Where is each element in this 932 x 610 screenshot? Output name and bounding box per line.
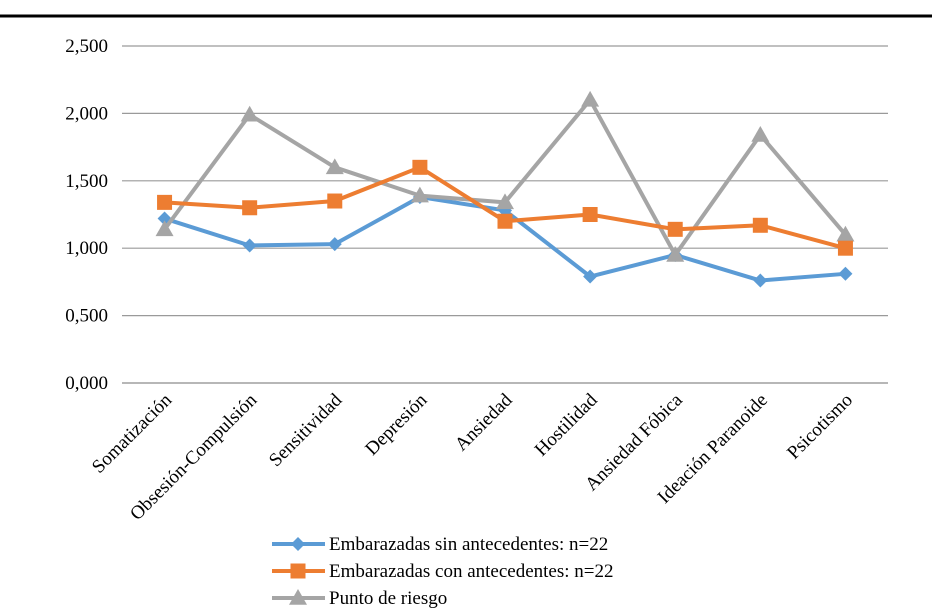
y-tick-label: 2,500 <box>65 36 108 57</box>
data-point <box>497 213 513 229</box>
data-point <box>325 158 344 175</box>
data-point <box>581 90 600 107</box>
x-tick-label: Psicotismo <box>783 390 857 464</box>
series-2 <box>157 159 853 256</box>
data-point <box>838 266 853 281</box>
data-point <box>242 238 257 253</box>
legend-marker <box>290 563 306 579</box>
y-tick-label: 1,500 <box>65 171 108 192</box>
data-point <box>582 207 598 222</box>
x-tick-label: Somatización <box>88 389 176 477</box>
legend-item: Embarazadas sin antecedentes: n=22 <box>272 534 608 555</box>
x-tick-label: Ansiedad <box>451 389 517 455</box>
data-point <box>240 105 259 122</box>
legend-item: Embarazadas con antecedentes: n=22 <box>272 561 614 582</box>
data-point <box>412 159 428 175</box>
data-point <box>666 245 685 262</box>
y-tick-label: 2,000 <box>65 103 108 124</box>
data-point <box>753 273 768 288</box>
data-point <box>583 269 598 284</box>
data-point <box>751 125 770 142</box>
legend: Embarazadas sin antecedentes: n=22 Embara… <box>272 534 614 609</box>
y-tick-label: 0,500 <box>65 306 108 327</box>
legend-label: Embarazadas con antecedentes: n=22 <box>329 561 614 582</box>
x-tick-label: Depresión <box>361 389 431 459</box>
legend-marker <box>289 589 307 605</box>
data-point <box>837 240 853 256</box>
series-line <box>162 97 847 257</box>
y-tick-label: 1,000 <box>65 238 108 259</box>
legend-label: Embarazadas sin antecedentes: n=22 <box>329 534 608 555</box>
data-point <box>242 200 258 216</box>
data-point <box>836 225 855 242</box>
x-tick-label: Hostilidad <box>531 389 602 460</box>
y-tick-label: 0,000 <box>65 373 108 394</box>
x-tick-label: Sensitividad <box>265 389 347 471</box>
data-point <box>410 186 429 203</box>
legend-marker <box>291 537 305 551</box>
series-3 <box>155 90 855 262</box>
legend-label: Punto de riesgo <box>329 588 447 609</box>
data-point <box>327 237 342 252</box>
legend-item: Punto de riesgo <box>272 588 447 609</box>
data-point <box>496 193 514 210</box>
y-axis-ticks: 0,000 0,500 1,000 1,500 2,000 2,500 <box>65 36 108 394</box>
data-point <box>667 221 683 237</box>
data-point <box>157 194 173 210</box>
data-point <box>327 193 343 209</box>
data-point <box>155 220 174 237</box>
data-point <box>752 217 768 233</box>
series-group <box>155 90 855 288</box>
